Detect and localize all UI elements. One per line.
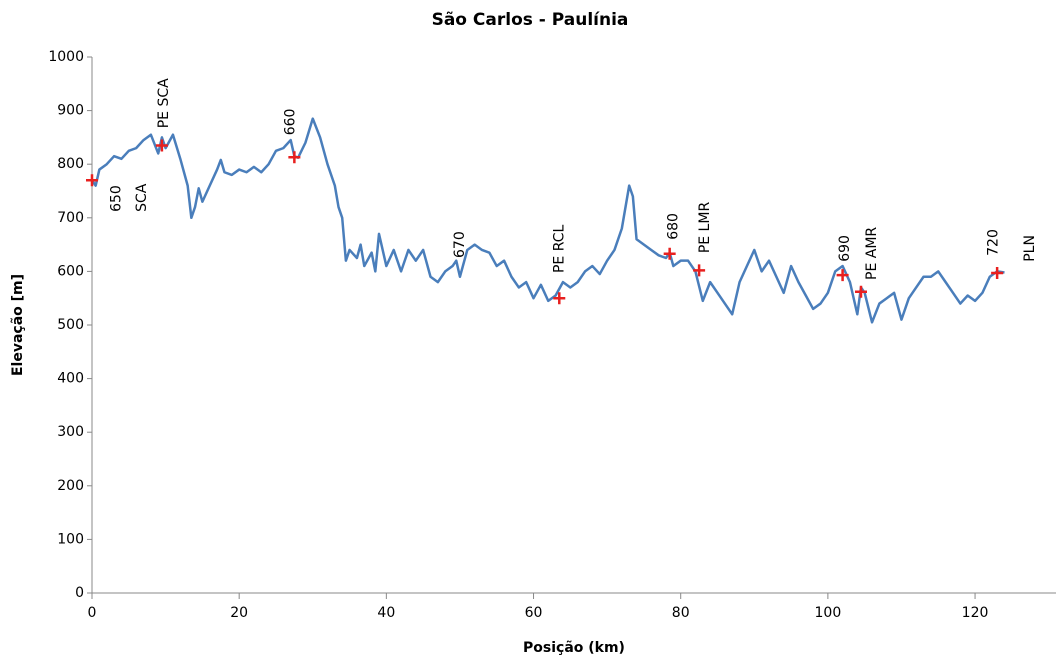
- annotation: PE LMR: [697, 202, 713, 254]
- annotation: 650: [108, 185, 124, 212]
- station-marker: [693, 264, 706, 277]
- station-marker: [155, 139, 168, 152]
- x-tick-label: 80: [672, 605, 690, 621]
- station-marker: [854, 285, 867, 298]
- y-axis-label: Elevação [m]: [10, 274, 26, 376]
- y-tick-label: 200: [57, 478, 84, 494]
- y-tick-label: 1000: [48, 49, 84, 65]
- annotation: 720: [985, 229, 1001, 256]
- station-marker: [663, 247, 676, 260]
- y-tick-label: 0: [75, 585, 84, 601]
- annotation: PE SCA: [156, 78, 172, 128]
- x-tick-label: 60: [525, 605, 543, 621]
- annotation: 660: [283, 109, 299, 136]
- annotation: 690: [837, 235, 853, 262]
- y-tick-label: 800: [57, 156, 84, 172]
- y-tick-label: 400: [57, 371, 84, 387]
- station-marker: [836, 269, 849, 282]
- y-tick-label: 100: [57, 531, 84, 547]
- x-tick-label: 20: [230, 605, 248, 621]
- y-tick-label: 300: [57, 424, 84, 440]
- station-marker: [86, 174, 98, 187]
- y-tick-label: 700: [57, 210, 84, 226]
- annotation: SCA: [134, 183, 150, 212]
- y-tick-label: 500: [57, 317, 84, 333]
- x-tick-label: 120: [962, 605, 989, 621]
- annotation: PE AMR: [864, 227, 880, 280]
- annotation: PE RCL: [551, 224, 567, 273]
- elevation-line: [90, 117, 1005, 324]
- annotation: PLN: [1022, 235, 1038, 262]
- annotation: 680: [665, 213, 681, 240]
- x-axis-label: Posição (km): [523, 640, 625, 656]
- station-marker: [288, 151, 301, 164]
- station-marker: [553, 292, 566, 305]
- y-tick-label: 600: [57, 263, 84, 279]
- x-tick-label: 0: [88, 605, 97, 621]
- x-tick-label: 100: [815, 605, 842, 621]
- annotation: 670: [452, 231, 468, 258]
- y-tick-label: 900: [57, 103, 84, 119]
- chart-title: São Carlos - Paulínia: [432, 10, 629, 30]
- station-marker: [991, 267, 1004, 280]
- x-tick-label: 40: [377, 605, 395, 621]
